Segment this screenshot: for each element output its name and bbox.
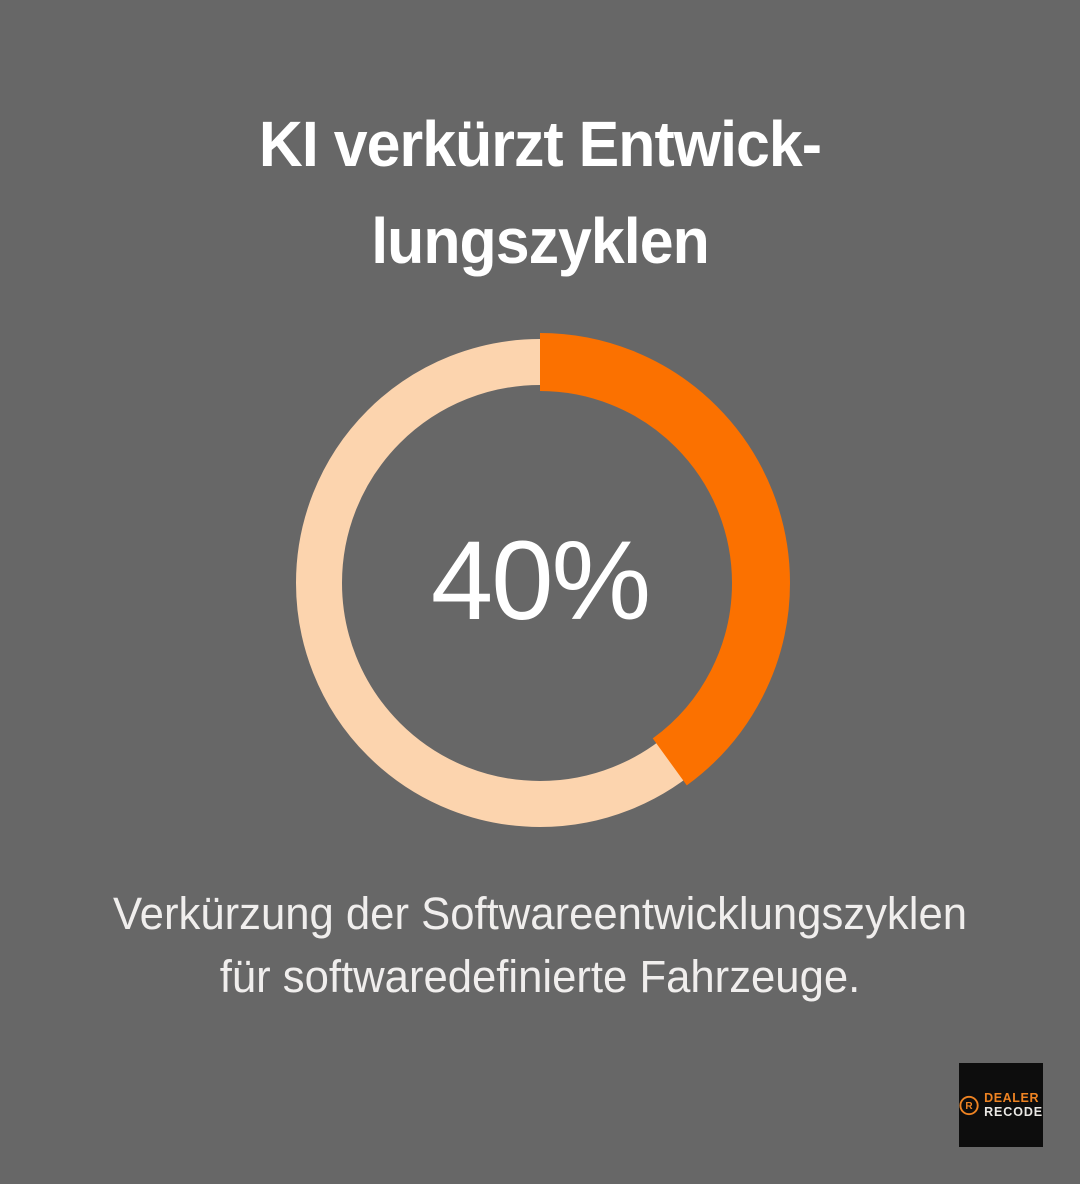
page-title-line-1: KI verkürzt Entwick- <box>258 108 822 180</box>
donut-chart <box>280 323 800 843</box>
logo-brand-bottom: RECODE <box>984 1105 1043 1119</box>
chart-caption-line-2: für softwaredefinierte Fahrzeuge. <box>219 951 861 1002</box>
dealer-recode-logo: R DEALER RECODE <box>959 1063 1043 1147</box>
svg-text:R: R <box>965 1101 973 1112</box>
dealer-recode-ring-r-icon: R <box>959 1095 979 1115</box>
page-title-line-2: lungszyklen <box>371 205 709 277</box>
chart-caption-line-1: Verkürzung der Softwareentwicklungszykle… <box>112 888 968 939</box>
chart-caption: Verkürzung der Softwareentwicklungszykle… <box>0 882 1080 1008</box>
donut-center-value: 40% <box>430 518 651 643</box>
logo-wordmark: DEALER RECODE <box>984 1091 1043 1119</box>
logo-brand-top: DEALER <box>984 1091 1040 1105</box>
donut-value-arc <box>290 333 790 833</box>
page-title: KI verkürzt Entwick- lungszyklen <box>0 96 1080 290</box>
donut-chart-svg <box>290 333 790 833</box>
